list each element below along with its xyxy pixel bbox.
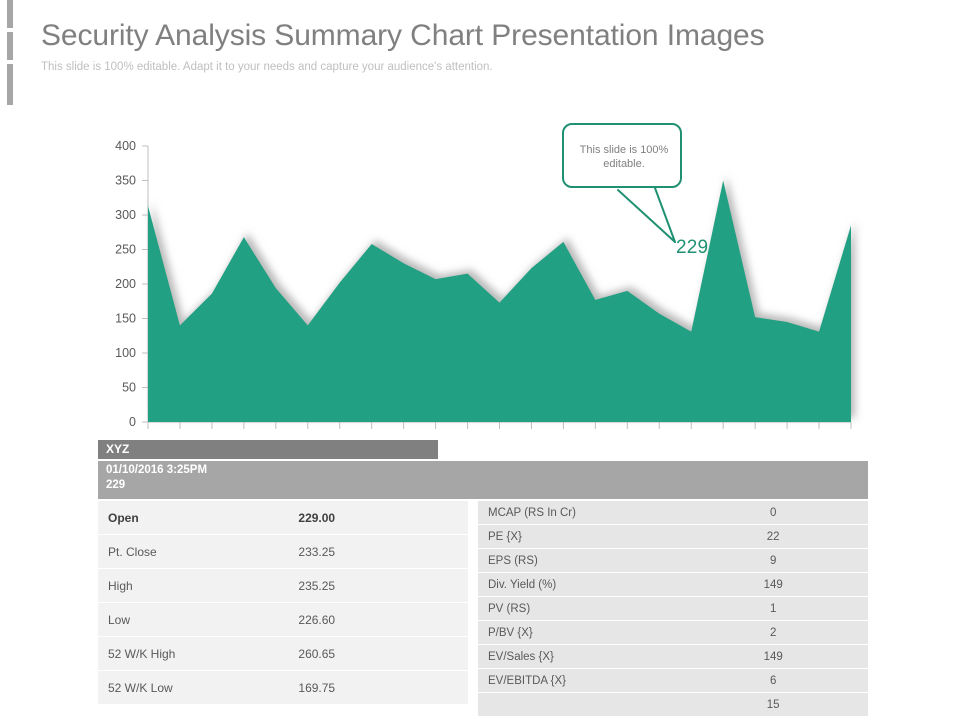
- table-cell-value: 169.75: [286, 671, 468, 704]
- y-axis-tick-label: 0: [129, 415, 136, 429]
- callout-tail: [617, 187, 676, 243]
- table-cell-label: 52 W/K Low: [98, 671, 287, 704]
- y-axis-tick-label: 200: [115, 277, 136, 291]
- table-cell-value: 233.25: [286, 535, 468, 568]
- ticker-symbol-label: XYZ: [106, 442, 130, 456]
- table-row: Open 229.00: [98, 501, 468, 534]
- table-cell-value: 226.60: [286, 603, 468, 636]
- fundamentals-table: MCAP (RS In Cr) 0 PE {X} 22 EPS (RS) 9 Div. Yi…: [478, 500, 868, 717]
- table-row: PE {X} 22: [478, 525, 868, 548]
- table-cell-value: 2: [678, 621, 868, 644]
- table-row: EV/EBITDA {X} 6: [478, 669, 868, 692]
- table-row: PV (RS) 1: [478, 597, 868, 620]
- slide-header: Security Analysis Summary Chart Presenta…: [41, 18, 951, 74]
- table-row: EV/Sales {X} 149: [478, 645, 868, 668]
- chart-svg: 0 50 100 150 200 250 300 350 400: [115, 139, 852, 429]
- table-cell-value: 235.25: [286, 569, 468, 602]
- table-cell-value: 15: [678, 693, 868, 716]
- y-axis-tick-label: 400: [115, 139, 136, 153]
- page-title: Security Analysis Summary Chart Presenta…: [41, 19, 765, 52]
- table-row: Pt. Close 233.25: [98, 535, 468, 568]
- table-cell-label: Open: [98, 501, 287, 534]
- table-row: High 235.25: [98, 569, 468, 602]
- y-axis-tick-label: 50: [122, 381, 136, 395]
- table-cell-label: 52 W/K High: [98, 637, 287, 670]
- table-cell-label: High: [98, 569, 287, 602]
- callout-value-label: 229: [676, 237, 709, 258]
- table-row: Low 226.60: [98, 603, 468, 636]
- table-cell-value: 9: [678, 549, 868, 572]
- table-row: 15: [478, 693, 868, 716]
- table-row: 52 W/K Low 169.75: [98, 671, 468, 704]
- table-cell-value: 149: [678, 573, 868, 596]
- table-cell-value: 6: [678, 669, 868, 692]
- table-cell-label: P/BV {X}: [478, 621, 679, 644]
- table-row: MCAP (RS In Cr) 0: [478, 501, 868, 524]
- table-cell-label: Low: [98, 603, 287, 636]
- table-row: EPS (RS) 9: [478, 549, 868, 572]
- page-subtitle: This slide is 100% editable. Adapt it to…: [41, 61, 493, 73]
- quote-timestamp: 01/10/2016 3:25PM: [106, 464, 208, 476]
- table-row: P/BV {X} 2: [478, 621, 868, 644]
- decorative-bar-segment-3: [7, 64, 13, 105]
- table-cell-label: EV/EBITDA {X}: [478, 669, 679, 692]
- y-axis: 0 50 100 150 200 250 300 350 400: [115, 139, 149, 429]
- chart-series-area: [148, 180, 851, 422]
- table-cell-label: EPS (RS): [478, 549, 679, 572]
- table-cell-value: 229.00: [286, 501, 468, 534]
- callout-bubble-text: This slide is 100% editable.: [579, 144, 669, 170]
- y-axis-tick-label: 350: [115, 174, 136, 188]
- decorative-side-bars: [7, 0, 13, 105]
- quote-price: 229: [106, 479, 126, 491]
- table-cell-value: 0: [678, 501, 868, 524]
- y-axis-tick-label: 250: [115, 243, 136, 257]
- y-axis-tick-label: 150: [115, 312, 136, 326]
- area-chart: 0 50 100 150 200 250 300 350 400: [0, 120, 960, 440]
- x-axis: [147, 421, 852, 429]
- y-axis-tick-label: 100: [115, 346, 136, 360]
- table-row: 52 W/K High 260.65: [98, 637, 468, 670]
- table-cell-value: 1: [678, 597, 868, 620]
- table-cell-label: Div. Yield (%): [478, 573, 679, 596]
- table-cell-label: [478, 693, 679, 716]
- table-cell-label: PV (RS): [478, 597, 679, 620]
- price-summary-table: Open 229.00 Pt. Close 233.25 High 235.25 Low 22…: [98, 500, 468, 705]
- table-cell-label: PE {X}: [478, 525, 679, 548]
- table-cell-label: EV/Sales {X}: [478, 645, 679, 668]
- area-series-path: [148, 180, 851, 422]
- decorative-bar-segment-2: [7, 32, 13, 60]
- callout-bubble: This slide is 100% editable.: [562, 123, 682, 188]
- table-cell-label: Pt. Close: [98, 535, 287, 568]
- table-cell-value: 149: [678, 645, 868, 668]
- table-row: Div. Yield (%) 149: [478, 573, 868, 596]
- decorative-bar-segment-1: [7, 0, 13, 28]
- ticker-symbol-bar: XYZ: [98, 440, 438, 459]
- table-cell-value: 22: [678, 525, 868, 548]
- y-axis-tick-label: 300: [115, 208, 136, 222]
- table-cell-label: MCAP (RS In Cr): [478, 501, 679, 524]
- table-cell-value: 260.65: [286, 637, 468, 670]
- quote-timestamp-bar: 01/10/2016 3:25PM 229: [98, 461, 868, 499]
